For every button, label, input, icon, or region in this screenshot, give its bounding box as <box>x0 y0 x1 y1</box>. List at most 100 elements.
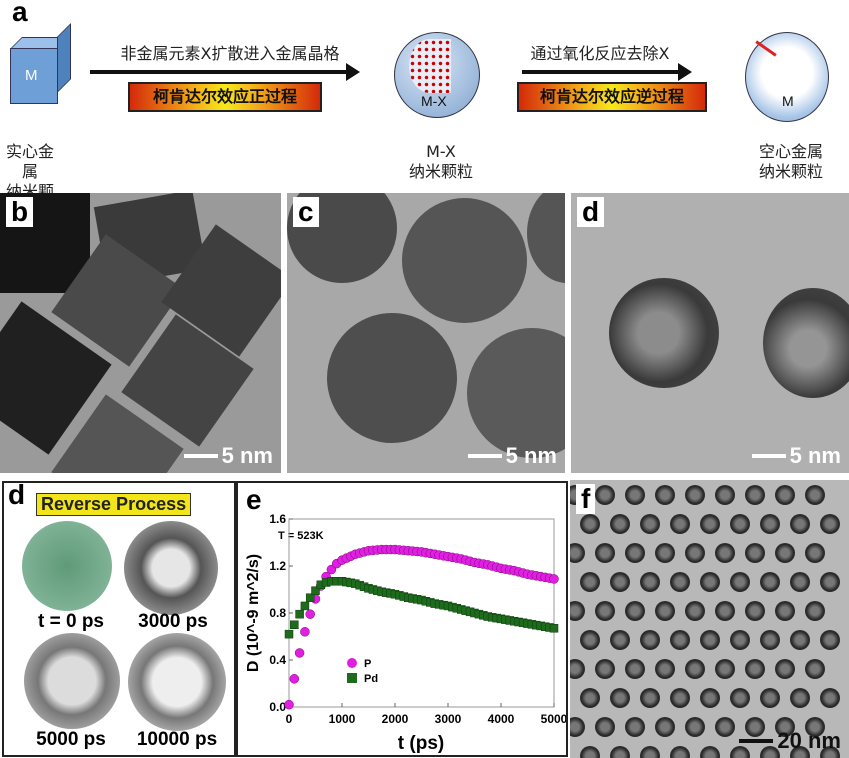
y-tick-label: 0.0 <box>269 700 286 714</box>
nanoparticle <box>730 630 750 650</box>
sim-frame-5000 <box>24 633 120 729</box>
nanoparticle <box>700 572 720 592</box>
nanoparticle <box>805 659 825 679</box>
nanoparticle <box>790 746 810 758</box>
nanoparticle <box>610 688 630 708</box>
nanoparticle <box>655 601 675 621</box>
nanoparticle <box>670 514 690 534</box>
legend-marker <box>347 673 357 683</box>
caption-mid-2: 纳米颗粒 <box>408 162 473 181</box>
panel-label-c: c <box>293 197 319 227</box>
y-tick-label: 1.2 <box>269 559 286 573</box>
scale-bar-label: 5 nm <box>505 443 557 468</box>
nanoparticle <box>820 630 840 650</box>
caption-right-2: 纳米颗粒 <box>758 162 823 181</box>
nanoparticle <box>730 746 750 758</box>
scale-bar-label: 5 nm <box>221 443 273 468</box>
arrow-right-icon <box>90 63 360 81</box>
x-tick-label: 5000 <box>541 712 566 726</box>
sim-frame-10000 <box>128 633 226 731</box>
scale-bar-f: 20 nm <box>739 728 841 754</box>
panel-d-simulation: d Reverse Process t = 0 ps 3000 ps 5000 … <box>2 479 238 757</box>
nanoparticle <box>760 688 780 708</box>
marker-Pd <box>300 601 310 611</box>
hollow-label: M <box>782 93 794 109</box>
nanoparticle <box>655 659 675 679</box>
nanoparticle <box>580 630 600 650</box>
nanoparticle <box>595 601 615 621</box>
process1-box: 柯肯达尔效应正过程 <box>128 82 322 112</box>
nanoparticle <box>610 514 630 534</box>
frame-label: 5000 ps <box>36 729 106 750</box>
nanoparticle <box>745 485 765 505</box>
scale-bar-label: 5 nm <box>789 443 841 468</box>
x-tick-label: 1000 <box>329 712 356 726</box>
x-tick-label: 0 <box>286 712 293 726</box>
nanoparticle <box>670 572 690 592</box>
nanoparticle <box>775 601 795 621</box>
nanoparticle <box>790 572 810 592</box>
mx-particle: M-X <box>394 32 480 118</box>
arrow1-text: 非金属元素X扩散进入金属晶格 <box>120 44 340 63</box>
mx-label: M-X <box>421 93 447 109</box>
nanoparticle <box>805 543 825 563</box>
nanoparticle <box>730 572 750 592</box>
nanoparticle <box>670 746 690 758</box>
nanoparticle <box>685 543 705 563</box>
nanoparticle <box>760 746 780 758</box>
cube-label: M <box>25 67 38 84</box>
nanoparticle <box>685 485 705 505</box>
nanoparticle <box>595 485 615 505</box>
caption-right-1: 空心金属 <box>758 142 823 161</box>
nanoparticle <box>820 688 840 708</box>
nanoparticle <box>625 659 645 679</box>
marker-Pd <box>549 624 559 633</box>
nanoparticle <box>685 601 705 621</box>
marker-P <box>284 699 294 710</box>
panel-label-d-sim: d <box>8 479 26 510</box>
panel-e-chart: e T = 523K t (ps) D (10^-9 m^2/s) 0 1000 2… <box>234 481 568 757</box>
nanoparticle <box>640 514 660 534</box>
tem-image-d: d 5 nm <box>571 193 849 473</box>
scale-bar-c: 5 nm <box>467 443 557 469</box>
hollow-particle: M <box>745 32 829 122</box>
x-tick-label: 2000 <box>382 712 409 726</box>
panel-label-a: a <box>12 0 28 27</box>
nanoparticle <box>580 746 600 758</box>
nanoparticle <box>760 514 780 534</box>
nanoparticle <box>570 601 585 621</box>
shell-thickness-icon <box>755 40 777 57</box>
temperature-annotation: T = 523K <box>278 530 324 542</box>
nanoparticle <box>730 688 750 708</box>
nanoparticle <box>670 630 690 650</box>
nanoparticle <box>580 688 600 708</box>
nanoparticle <box>595 717 615 737</box>
scale-bar-d: 5 nm <box>751 443 841 469</box>
nanoparticle <box>775 485 795 505</box>
frame-label: 10000 ps <box>136 729 218 750</box>
marker-P <box>294 648 305 658</box>
nanoparticle <box>640 572 660 592</box>
nanoparticle <box>775 659 795 679</box>
caption-mid-1: M-X <box>426 142 456 161</box>
nanoparticle <box>625 717 645 737</box>
marker-Pd <box>290 620 299 629</box>
marker-P <box>300 627 310 637</box>
nanoparticle <box>625 543 645 563</box>
marker-P <box>289 674 300 684</box>
y-tick-label: 0.4 <box>269 653 286 667</box>
nanoparticle <box>610 572 630 592</box>
nanoparticle <box>790 688 810 708</box>
nanoparticle <box>715 485 735 505</box>
legend-marker <box>347 658 357 668</box>
nanoparticle <box>760 572 780 592</box>
marker-P <box>549 574 559 584</box>
nanoparticle <box>595 543 615 563</box>
marker-Pd <box>295 609 304 619</box>
nanoparticle <box>805 601 825 621</box>
nanoparticle <box>745 659 765 679</box>
nanoparticle <box>730 514 750 534</box>
nanoparticle <box>775 543 795 563</box>
nanoparticle <box>805 485 825 505</box>
nanoparticle <box>760 630 780 650</box>
